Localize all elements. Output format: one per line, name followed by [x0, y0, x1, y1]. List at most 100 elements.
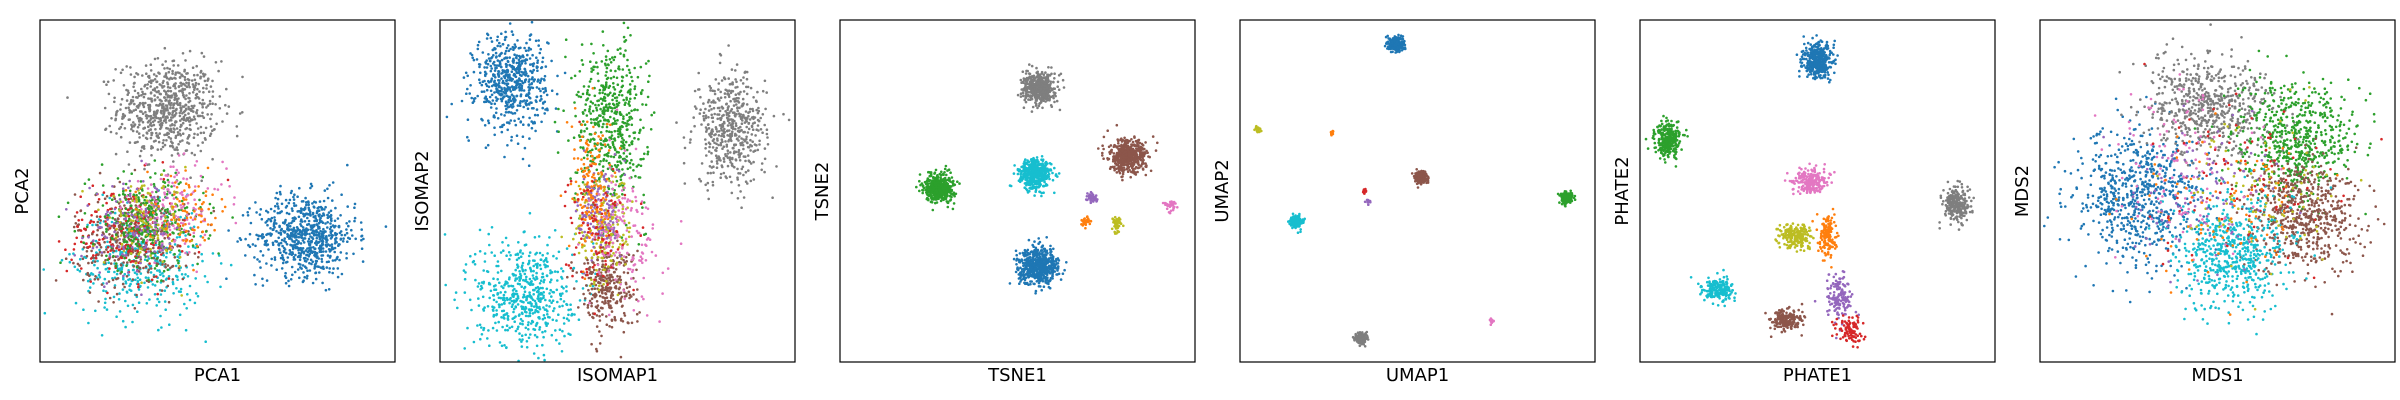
point [134, 208, 138, 211]
point [184, 195, 188, 198]
point [486, 305, 490, 308]
point [125, 264, 128, 268]
point [476, 94, 480, 98]
point [98, 271, 101, 274]
point [188, 123, 192, 127]
point [713, 92, 717, 96]
point [606, 143, 610, 147]
point [498, 41, 501, 45]
point [65, 208, 68, 211]
point [316, 230, 319, 234]
point [109, 207, 112, 211]
point [129, 222, 133, 226]
point [270, 264, 273, 267]
point [604, 85, 607, 89]
point [137, 283, 140, 286]
point [317, 257, 321, 260]
point [534, 129, 537, 133]
point [149, 136, 153, 140]
point [300, 209, 303, 212]
point [172, 224, 175, 227]
point [141, 240, 145, 244]
point [502, 69, 505, 73]
point [616, 83, 620, 86]
point [702, 102, 705, 105]
point [313, 265, 317, 269]
point [104, 297, 107, 301]
point [260, 217, 264, 221]
point [66, 96, 69, 99]
point [271, 243, 275, 247]
point [218, 95, 222, 98]
point [114, 233, 118, 237]
point [159, 148, 163, 151]
point [558, 328, 562, 332]
point [99, 215, 102, 218]
point [287, 212, 291, 216]
point [266, 211, 270, 214]
point [296, 246, 300, 250]
point [179, 119, 182, 122]
point [327, 211, 331, 214]
point [628, 143, 631, 147]
point [314, 277, 318, 281]
point [126, 244, 130, 248]
point [166, 208, 169, 211]
point [325, 260, 329, 264]
point [734, 158, 738, 161]
point [116, 109, 119, 113]
point [190, 118, 194, 122]
point [521, 338, 524, 341]
point [96, 200, 100, 204]
point [135, 187, 139, 191]
point [304, 233, 307, 237]
point [149, 238, 152, 242]
point [181, 202, 185, 206]
point [727, 89, 731, 92]
point [162, 107, 166, 110]
point [743, 116, 747, 120]
point [127, 278, 130, 282]
point [193, 189, 197, 192]
point [718, 61, 722, 65]
point [752, 178, 756, 181]
point [471, 56, 475, 60]
point [301, 264, 305, 267]
point [290, 228, 293, 231]
point [711, 120, 715, 123]
point [488, 95, 492, 99]
point [627, 111, 631, 115]
point [617, 184, 621, 188]
point [70, 258, 73, 262]
point [571, 253, 574, 257]
point [318, 200, 322, 203]
point [188, 251, 191, 254]
point [763, 147, 767, 150]
point [545, 107, 549, 110]
point [724, 175, 727, 178]
point [151, 79, 155, 82]
point [708, 145, 711, 149]
point [104, 267, 108, 271]
point [481, 80, 485, 83]
point [148, 119, 152, 122]
point [117, 248, 121, 251]
point [750, 116, 754, 119]
point [715, 130, 719, 133]
point [305, 227, 308, 230]
point [238, 112, 242, 115]
point [258, 213, 262, 216]
point [590, 121, 593, 125]
point [155, 131, 158, 135]
point [291, 217, 295, 220]
point [527, 46, 531, 50]
point [320, 257, 324, 261]
point [503, 155, 506, 159]
point [764, 107, 767, 111]
point [325, 241, 328, 244]
point [713, 89, 716, 93]
point [586, 89, 589, 92]
point [529, 48, 533, 51]
point [136, 179, 140, 183]
point [178, 268, 181, 272]
